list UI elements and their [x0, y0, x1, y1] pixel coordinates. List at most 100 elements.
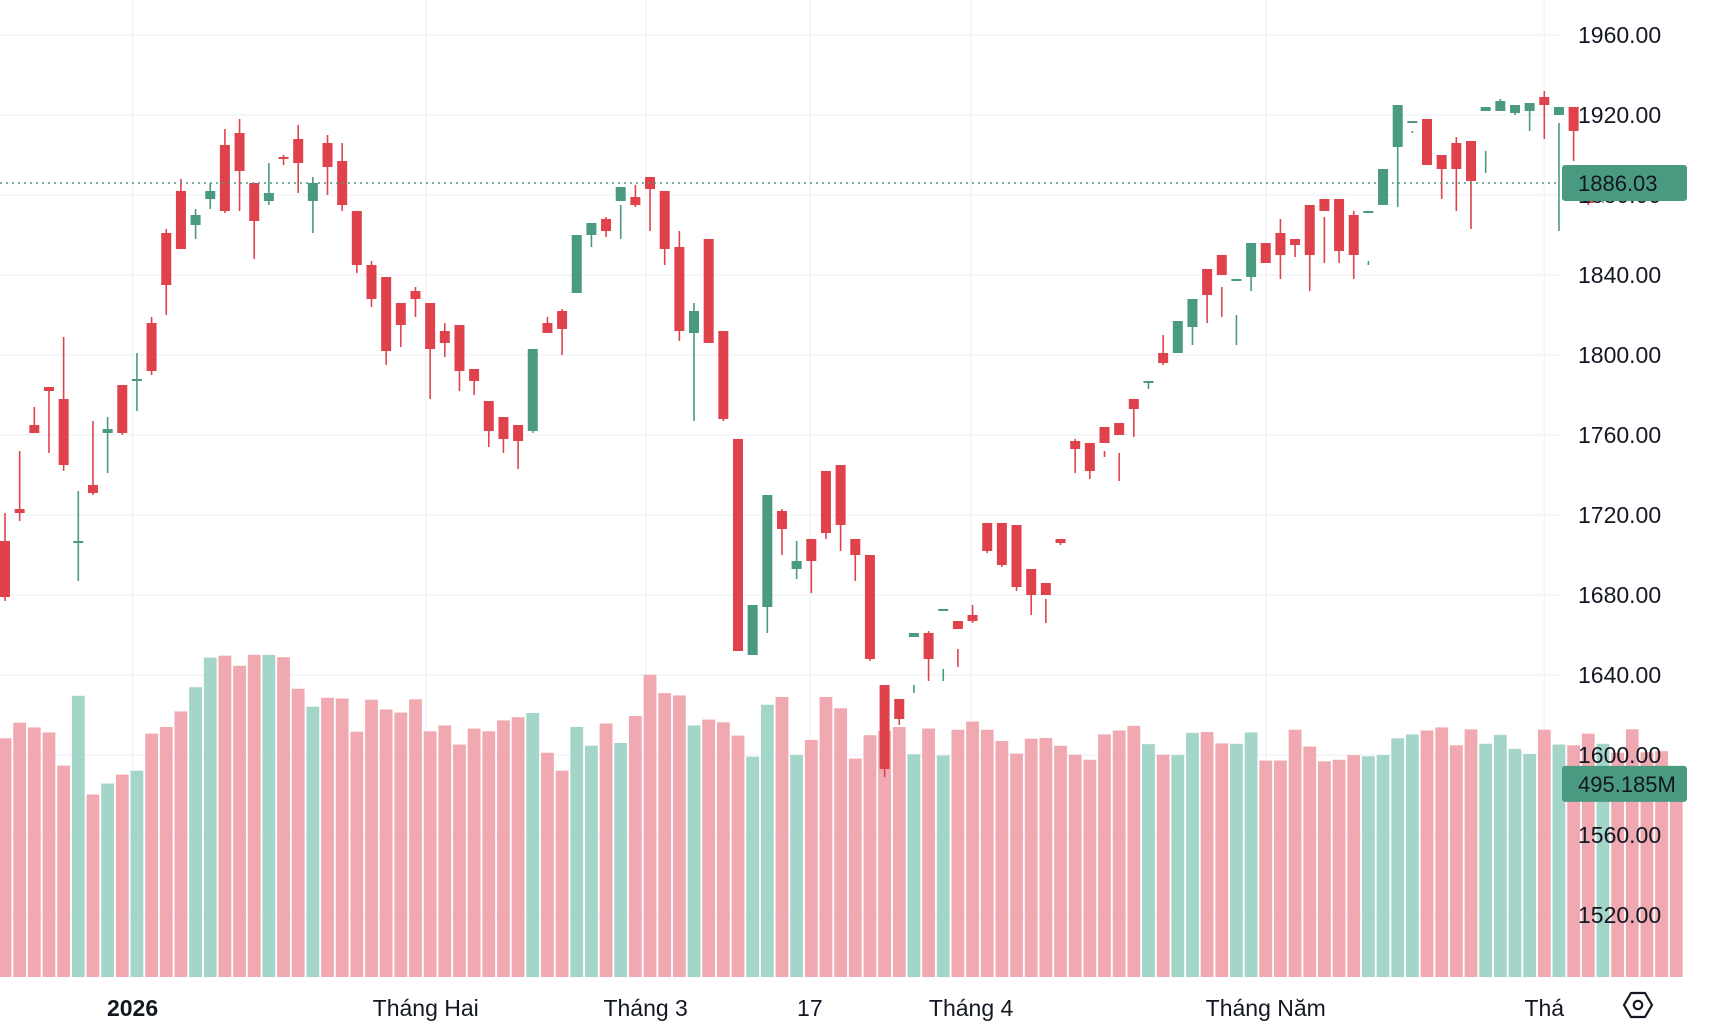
candle-body — [645, 177, 656, 189]
volume-bar — [658, 693, 672, 977]
candle-body — [58, 399, 69, 465]
volume-bar — [804, 739, 818, 977]
volume-bar — [1127, 725, 1141, 977]
volume-bar — [1112, 730, 1126, 977]
volume-bar — [1479, 743, 1493, 977]
candle-body — [0, 541, 10, 597]
volume-bar — [878, 730, 891, 977]
volume-bar — [541, 752, 554, 977]
candle-body — [454, 325, 465, 371]
candle-body — [395, 303, 406, 325]
candle — [366, 261, 377, 307]
volume-bar — [189, 687, 202, 977]
volume-bar — [819, 696, 833, 977]
candle-body — [938, 609, 949, 611]
candle-body — [1026, 569, 1037, 595]
candle-body — [879, 685, 890, 769]
volume-bar — [1244, 732, 1258, 977]
candle — [557, 309, 568, 355]
candle — [337, 143, 348, 211]
volume-bar — [306, 706, 320, 977]
candle-body — [1099, 427, 1110, 443]
time-tick-label: 2026 — [107, 995, 158, 1021]
volume-bar — [1596, 743, 1610, 977]
candle — [205, 183, 216, 209]
volume-bar — [1611, 752, 1624, 977]
candle — [952, 621, 963, 667]
time-axis: 2026 Tháng Hai Tháng 3 17 Tháng 4 Tháng Năm Th… — [107, 995, 1564, 1021]
candle-body — [982, 523, 993, 551]
candle — [1378, 169, 1389, 205]
volume-bar — [1464, 729, 1478, 977]
volume-bar — [1493, 734, 1507, 977]
price-tick-label: 1640.00 — [1578, 662, 1661, 688]
candle-body — [908, 633, 919, 637]
volume-bar — [27, 727, 41, 977]
candle — [1099, 427, 1110, 457]
candle — [967, 605, 978, 623]
volume-bar — [277, 657, 290, 977]
volume-bar — [511, 717, 525, 977]
price-tick-label: 1760.00 — [1578, 422, 1661, 448]
candle-body — [190, 215, 201, 225]
volume-bar — [1303, 746, 1317, 977]
candle-body — [1290, 239, 1301, 245]
candle-body — [1422, 119, 1433, 165]
candle — [58, 337, 69, 471]
candle-body — [1231, 279, 1242, 281]
candle-body — [1304, 205, 1315, 255]
price-tick-label: 1920.00 — [1578, 102, 1661, 128]
volume-bar — [936, 755, 950, 977]
candle — [1143, 381, 1154, 389]
volume-bar — [409, 699, 422, 977]
candle — [1055, 539, 1066, 545]
volume-bar — [482, 731, 496, 977]
volume-bar — [1449, 745, 1463, 977]
candle — [117, 385, 128, 435]
candle-body — [703, 239, 714, 343]
chart-settings-button[interactable] — [1618, 985, 1658, 1025]
candle — [1216, 255, 1227, 317]
price-tick-label: 1960.00 — [1578, 22, 1661, 48]
volume-bar — [335, 698, 349, 977]
volume-bar — [13, 722, 27, 977]
candle-body — [234, 133, 245, 171]
candle — [1466, 141, 1476, 229]
price-tick-label: 1560.00 — [1578, 822, 1661, 848]
candle-body — [762, 495, 773, 607]
volume-bar — [1391, 738, 1405, 977]
candle — [1334, 199, 1345, 263]
candle-body — [161, 233, 172, 285]
candle — [762, 495, 773, 633]
volume-bar — [1420, 730, 1434, 977]
candle-body — [894, 699, 905, 719]
candle — [835, 465, 846, 551]
candle — [513, 425, 524, 469]
candle — [29, 407, 40, 433]
volume-bar — [247, 654, 261, 977]
volume-bar — [1523, 753, 1537, 977]
volume-bar — [1200, 732, 1214, 977]
volume-bar — [1537, 729, 1551, 977]
volume-bar — [262, 654, 276, 977]
volume-bar — [643, 674, 657, 977]
candle — [1070, 439, 1081, 473]
candle — [1114, 423, 1125, 481]
volume-bar — [1508, 748, 1522, 977]
volume-bar — [291, 688, 305, 977]
candle — [1246, 243, 1257, 291]
candle-body — [689, 311, 700, 333]
candle-body — [952, 621, 963, 629]
candle — [982, 523, 993, 553]
candle-body — [835, 465, 846, 525]
volume-bar — [86, 794, 100, 977]
volume-bar — [379, 709, 393, 977]
volume-bar — [555, 770, 569, 977]
volume-bar — [1332, 759, 1346, 977]
candle-body — [527, 349, 538, 431]
candle — [175, 179, 186, 249]
volume-bar — [980, 729, 994, 977]
candle-body — [175, 191, 186, 249]
candle-body — [469, 369, 480, 381]
